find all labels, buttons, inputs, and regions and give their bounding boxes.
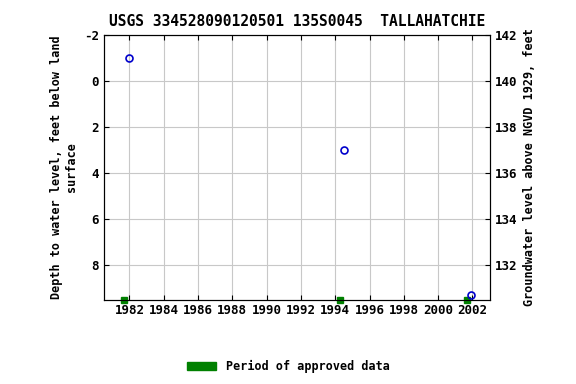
Y-axis label: Groundwater level above NGVD 1929, feet: Groundwater level above NGVD 1929, feet	[522, 28, 536, 306]
Title: USGS 334528090120501 135S0045  TALLAHATCHIE: USGS 334528090120501 135S0045 TALLAHATCH…	[108, 14, 485, 29]
Legend: Period of approved data: Period of approved data	[182, 356, 394, 378]
Y-axis label: Depth to water level, feet below land
surface: Depth to water level, feet below land su…	[50, 35, 78, 299]
